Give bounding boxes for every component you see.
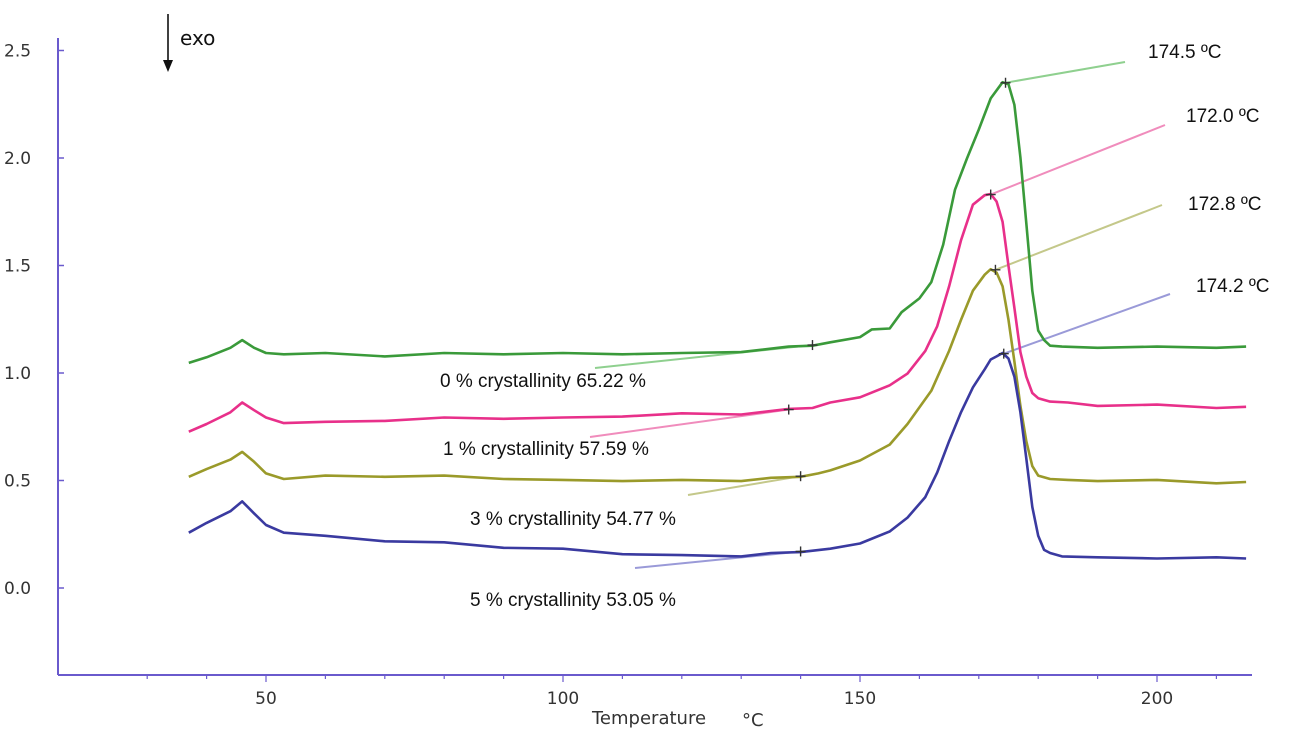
series-line-0 — [188, 80, 1247, 365]
peak-label-2: 172.8 ºC — [1188, 194, 1262, 215]
y-tick-label: 2.5 — [4, 42, 31, 62]
y-tick-label: 2.0 — [4, 149, 31, 169]
peak-label-0: 174.5 ºC — [1148, 42, 1222, 63]
y-tick-label: 0.0 — [4, 579, 31, 599]
markers — [783, 77, 1011, 557]
exo-label: exo — [180, 26, 215, 50]
exo-arrow-icon — [163, 60, 173, 72]
onset-marker-3 — [795, 546, 806, 557]
peak-leader-2 — [995, 204, 1163, 271]
crystallinity-label-2: 3 % crystallinity 54.77 % — [470, 509, 676, 530]
onset-leader-2 — [687, 475, 801, 496]
peak-marker-1 — [985, 189, 996, 200]
crystallinity-label-3: 5 % crystallinity 53.05 % — [470, 590, 676, 611]
series-line-3 — [188, 351, 1247, 560]
exo-indicator: exo — [163, 14, 215, 72]
crystallinity-label-1: 1 % crystallinity 57.59 % — [443, 439, 649, 460]
y-tick-label: 1.5 — [4, 257, 31, 277]
series-line-1 — [188, 192, 1247, 433]
y-tick-label: 0.5 — [4, 472, 31, 492]
y-tick-label: 1.0 — [4, 364, 31, 384]
peak-marker-2 — [990, 264, 1001, 275]
peak-leader-1 — [990, 124, 1166, 196]
peak-marker-3 — [998, 348, 1009, 359]
peak-leader-3 — [1003, 293, 1171, 355]
x-tick-label: 50 — [255, 689, 277, 709]
onset-marker-0 — [807, 340, 818, 351]
onset-marker-2 — [795, 471, 806, 482]
peak-label-3: 174.2 ºC — [1196, 276, 1270, 297]
annotation-labels: 174.5 ºC 172.0 ºC 172.8 ºC 174.2 ºC 0 % crys… — [440, 42, 1270, 611]
crystallinity-label-0: 0 % crystallinity 65.22 % — [440, 371, 646, 392]
x-axis-label: Temperature — [591, 708, 706, 729]
series-line-2 — [188, 267, 1247, 485]
axes — [57, 38, 1252, 676]
annotation-leaders — [589, 61, 1171, 569]
peak-leader-0 — [1005, 61, 1126, 84]
x-tick-label: 200 — [1141, 689, 1173, 709]
x-axis-unit: °C — [742, 710, 764, 731]
peak-marker-0 — [1000, 77, 1011, 88]
series-lines — [188, 80, 1247, 560]
x-tick-label: 150 — [844, 689, 876, 709]
x-tick-label: 100 — [547, 689, 579, 709]
onset-leader-1 — [589, 408, 789, 438]
x-axis-title: Temperature °C — [591, 708, 764, 731]
tick-labels: 0.0 0.5 1.0 1.5 2.0 2.5 50 100 150 200 — [4, 42, 1218, 709]
peak-label-1: 172.0 ºC — [1186, 106, 1260, 127]
onset-marker-1 — [783, 404, 794, 415]
